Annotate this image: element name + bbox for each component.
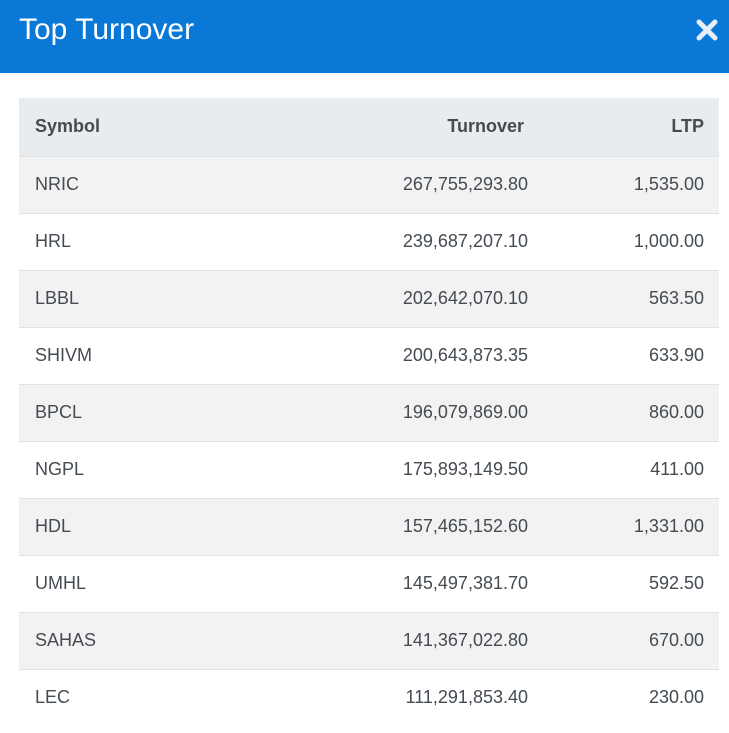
ltp-cell: 411.00 bbox=[528, 440, 719, 498]
turnover-cell: 202,642,070.10 bbox=[275, 269, 528, 327]
symbol-cell: NGPL bbox=[19, 440, 275, 498]
table-row[interactable]: SAHAS 141,367,022.80 670.00 bbox=[19, 611, 719, 669]
symbol-cell: LEC bbox=[19, 668, 275, 726]
turnover-cell: 111,291,853.40 bbox=[275, 668, 528, 726]
ltp-cell: 1,000.00 bbox=[528, 212, 719, 270]
table-row[interactable]: HRL 239,687,207.10 1,000.00 bbox=[19, 212, 719, 270]
turnover-cell: 157,465,152.60 bbox=[275, 497, 528, 555]
table-row[interactable]: LEC 111,291,853.40 230.00 bbox=[19, 668, 719, 726]
turnover-table: Symbol Turnover LTP NRIC 267,755,293.80 … bbox=[19, 98, 719, 726]
turnover-cell: 200,643,873.35 bbox=[275, 326, 528, 384]
table-row[interactable]: NRIC 267,755,293.80 1,535.00 bbox=[19, 155, 719, 213]
symbol-cell: SAHAS bbox=[19, 611, 275, 669]
ltp-cell: 633.90 bbox=[528, 326, 719, 384]
column-header-turnover[interactable]: Turnover bbox=[447, 116, 524, 137]
close-icon[interactable] bbox=[695, 18, 719, 42]
table-row[interactable]: UMHL 145,497,381.70 592.50 bbox=[19, 554, 719, 612]
turnover-cell: 267,755,293.80 bbox=[275, 155, 528, 213]
table-row[interactable]: BPCL 196,079,869.00 860.00 bbox=[19, 383, 719, 441]
turnover-cell: 141,367,022.80 bbox=[275, 611, 528, 669]
table-row[interactable]: SHIVM 200,643,873.35 633.90 bbox=[19, 326, 719, 384]
turnover-table-container: Symbol Turnover LTP NRIC 267,755,293.80 … bbox=[19, 98, 719, 726]
table-body: NRIC 267,755,293.80 1,535.00 HRL 239,687… bbox=[19, 155, 719, 726]
ltp-cell: 230.00 bbox=[528, 668, 719, 726]
ltp-cell: 1,331.00 bbox=[528, 497, 719, 555]
symbol-cell: UMHL bbox=[19, 554, 275, 612]
ltp-cell: 1,535.00 bbox=[528, 155, 719, 213]
turnover-cell: 175,893,149.50 bbox=[275, 440, 528, 498]
ltp-cell: 670.00 bbox=[528, 611, 719, 669]
modal-title: Top Turnover bbox=[19, 13, 195, 46]
close-button[interactable] bbox=[695, 18, 719, 42]
symbol-cell: NRIC bbox=[19, 155, 275, 213]
symbol-cell: HDL bbox=[19, 497, 275, 555]
ltp-cell: 563.50 bbox=[528, 269, 719, 327]
turnover-cell: 145,497,381.70 bbox=[275, 554, 528, 612]
symbol-cell: LBBL bbox=[19, 269, 275, 327]
table-row[interactable]: HDL 157,465,152.60 1,331.00 bbox=[19, 497, 719, 555]
turnover-cell: 196,079,869.00 bbox=[275, 383, 528, 441]
table-row[interactable]: LBBL 202,642,070.10 563.50 bbox=[19, 269, 719, 327]
table-header-row: Symbol Turnover LTP bbox=[19, 98, 719, 156]
symbol-cell: SHIVM bbox=[19, 326, 275, 384]
symbol-cell: BPCL bbox=[19, 383, 275, 441]
table-header: Symbol Turnover LTP bbox=[19, 98, 719, 156]
turnover-cell: 239,687,207.10 bbox=[275, 212, 528, 270]
column-header-symbol[interactable]: Symbol bbox=[35, 116, 101, 137]
ltp-cell: 592.50 bbox=[528, 554, 719, 612]
modal-header: Top Turnover bbox=[0, 0, 729, 73]
symbol-cell: HRL bbox=[19, 212, 275, 270]
column-header-ltp[interactable]: LTP bbox=[671, 116, 704, 137]
ltp-cell: 860.00 bbox=[528, 383, 719, 441]
table-row[interactable]: NGPL 175,893,149.50 411.00 bbox=[19, 440, 719, 498]
